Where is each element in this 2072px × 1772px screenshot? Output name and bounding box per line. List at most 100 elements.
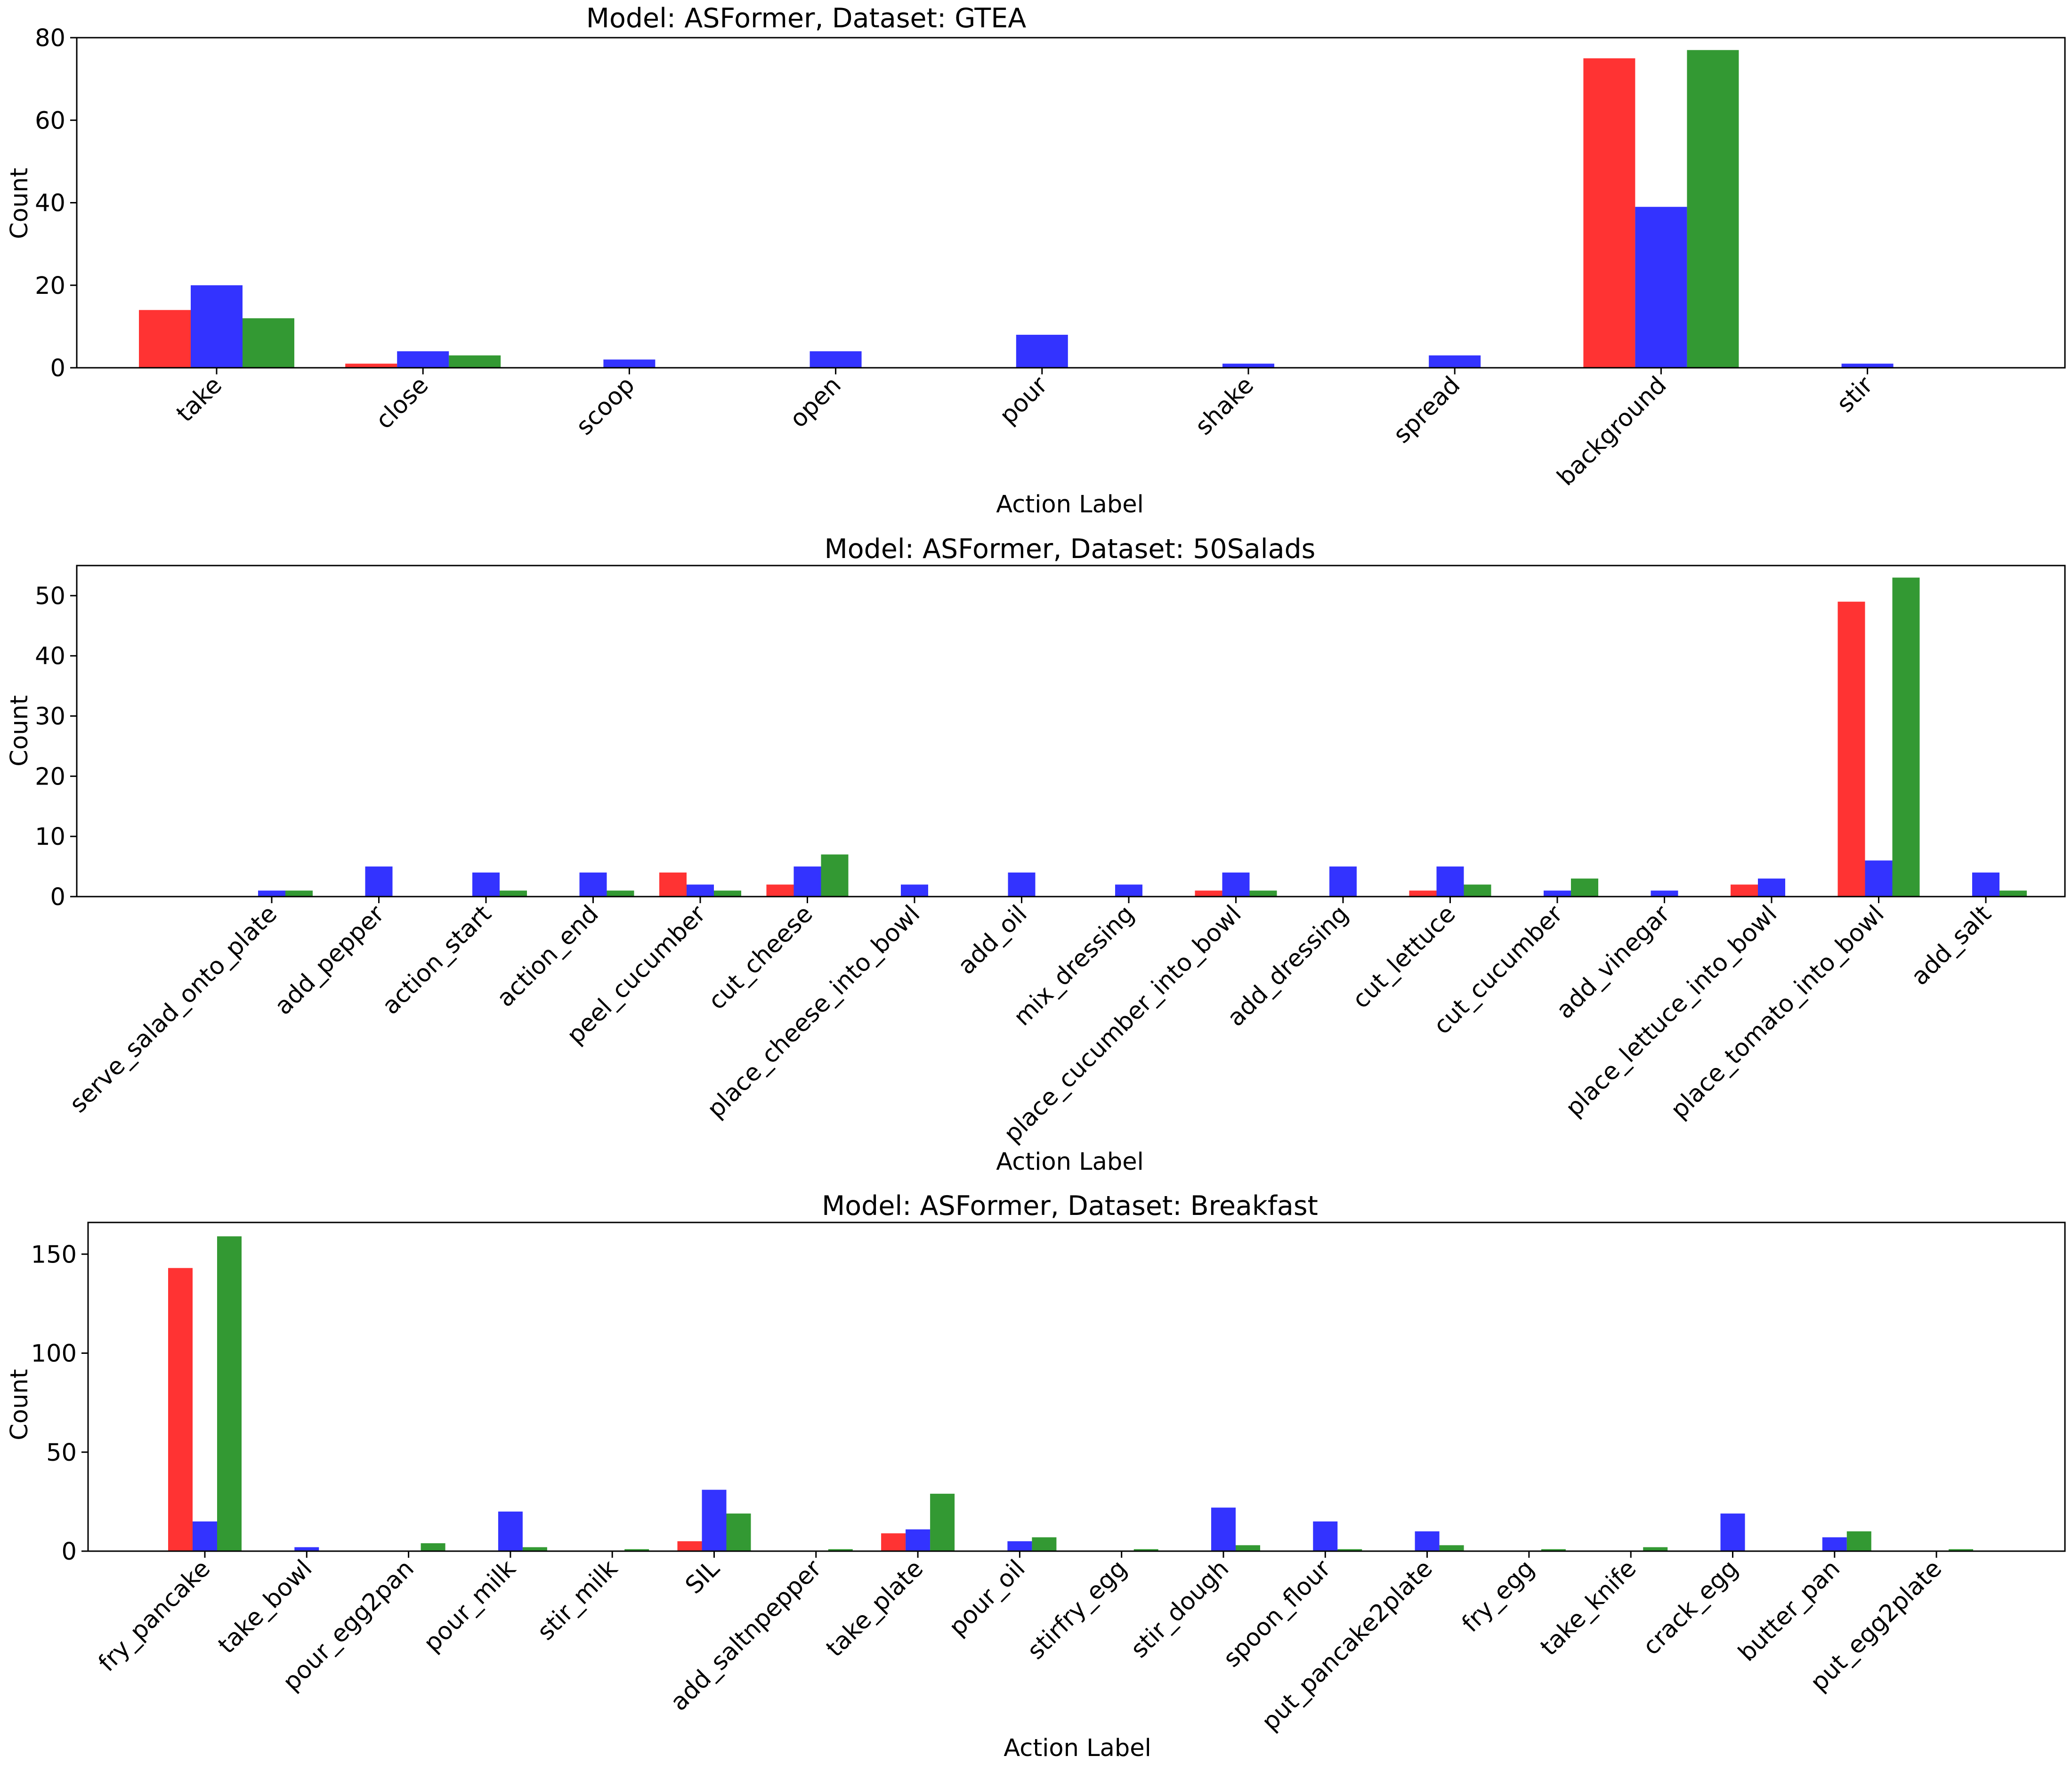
bar-green-close <box>449 355 501 368</box>
bar-green-spoon_flour <box>1337 1549 1362 1551</box>
bar-blue-add_oil <box>1008 872 1036 897</box>
y-tick-label: 0 <box>50 883 65 911</box>
y-tick-label: 150 <box>31 1241 77 1269</box>
bar-blue-stir_dough <box>1211 1507 1236 1551</box>
bar-green-put_egg2plate <box>1949 1549 1974 1551</box>
bar-red-peel_cucumber <box>659 872 687 897</box>
bar-green-pour_oil <box>1032 1537 1057 1551</box>
axes-frame <box>87 1222 2066 1552</box>
bar-blue-take_plate <box>906 1529 931 1551</box>
y-tick-label: 80 <box>35 24 65 52</box>
y-tick-label: 60 <box>35 107 65 135</box>
bar-green-stir_dough <box>1236 1545 1260 1551</box>
bar-red-place_tomato_into_bowl <box>1837 601 1865 897</box>
y-axis-label: Count <box>6 1369 33 1440</box>
y-tick-label: 20 <box>35 272 65 300</box>
bar-blue-serve_salad_onto_plate <box>258 890 285 897</box>
bar-blue-put_pancake2plate <box>1415 1531 1440 1551</box>
bar-blue-cut_cucumber <box>1544 890 1571 897</box>
bar-blue-add_pepper <box>365 866 393 897</box>
bar-red-place_cucumber_into_bowl <box>1195 890 1222 897</box>
bar-green-add_salt <box>1999 890 2027 897</box>
x-axis-label: Action Label <box>996 1148 1144 1176</box>
bar-green-pour_milk <box>522 1547 547 1551</box>
bar-blue-shake <box>1222 364 1274 368</box>
bar-blue-action_start <box>472 872 500 897</box>
bar-blue-place_cheese_into_bowl <box>901 884 928 897</box>
bar-green-peel_cucumber <box>714 890 741 897</box>
bar-blue-scoop <box>603 359 656 368</box>
bar-green-cut_lettuce <box>1464 884 1491 897</box>
bar-blue-pour_milk <box>498 1511 523 1551</box>
bar-green-SIL <box>726 1513 751 1551</box>
y-tick-label: 40 <box>35 643 65 671</box>
y-tick-label: 30 <box>35 703 65 731</box>
y-tick-label: 0 <box>50 355 65 382</box>
bar-green-cut_cucumber <box>1571 878 1598 897</box>
y-tick-label: 50 <box>35 583 65 610</box>
x-axis-label: Action Label <box>1004 1734 1151 1762</box>
axes-frame <box>76 565 2066 898</box>
bar-blue-mix_dressing <box>1115 884 1142 897</box>
bar-green-background <box>1687 50 1739 368</box>
bar-blue-place_tomato_into_bowl <box>1865 860 1893 897</box>
y-tick-label: 40 <box>35 190 65 218</box>
bar-green-take <box>243 318 294 368</box>
bar-red-take_plate <box>881 1533 906 1551</box>
bar-blue-butter_pan <box>1822 1537 1847 1551</box>
bar-blue-take_bowl <box>294 1547 319 1551</box>
bar-blue-pour <box>1016 334 1068 368</box>
bar-green-serve_salad_onto_plate <box>285 890 313 897</box>
bar-green-put_pancake2plate <box>1439 1545 1464 1551</box>
bar-red-take <box>139 310 191 368</box>
bar-blue-place_cucumber_into_bowl <box>1222 872 1250 897</box>
bar-green-add_saltnpepper <box>828 1549 853 1551</box>
bar-blue-add_vinegar <box>1651 890 1678 897</box>
bar-green-action_end <box>607 890 634 897</box>
bar-green-fry_pancake <box>217 1236 242 1551</box>
bar-blue-place_lettuce_into_bowl <box>1758 878 1785 897</box>
bar-blue-add_dressing <box>1329 866 1357 897</box>
bar-green-cut_cheese <box>821 854 849 897</box>
bar-blue-close <box>397 351 449 368</box>
bar-blue-open <box>809 351 862 368</box>
bar-blue-cut_lettuce <box>1436 866 1464 897</box>
bar-blue-spread <box>1429 355 1481 368</box>
bar-green-stirfry_egg <box>1133 1549 1158 1551</box>
bar-blue-spoon_flour <box>1313 1521 1338 1551</box>
bar-blue-pour_oil <box>1007 1541 1032 1551</box>
bar-blue-fry_pancake <box>193 1521 217 1551</box>
bar-blue-action_end <box>579 872 607 897</box>
bar-blue-SIL <box>702 1489 727 1551</box>
bar-blue-background <box>1635 207 1687 368</box>
bar-red-close <box>345 364 397 368</box>
bar-red-place_lettuce_into_bowl <box>1731 884 1758 897</box>
bar-red-fry_pancake <box>168 1268 193 1551</box>
bar-blue-cut_cheese <box>793 866 821 897</box>
bar-green-action_start <box>500 890 527 897</box>
bar-blue-take <box>191 285 243 368</box>
x-axis-label: Action Label <box>996 491 1144 518</box>
bar-blue-add_salt <box>1972 872 1999 897</box>
bar-green-place_tomato_into_bowl <box>1892 577 1920 897</box>
bar-blue-crack_egg <box>1720 1513 1745 1551</box>
bar-green-stir_milk <box>624 1549 649 1551</box>
bar-red-cut_lettuce <box>1409 890 1437 897</box>
bar-green-fry_egg <box>1541 1549 1566 1551</box>
bar-red-background <box>1583 58 1635 368</box>
bar-red-cut_cheese <box>766 884 794 897</box>
bar-green-take_knife <box>1643 1547 1668 1551</box>
chart-title: Model: ASFormer, Dataset: GTEA <box>586 3 1026 34</box>
bar-green-pour_egg2pan <box>421 1543 445 1551</box>
y-tick-label: 0 <box>62 1538 77 1566</box>
y-axis-label: Count <box>6 168 33 239</box>
bar-blue-peel_cucumber <box>687 884 714 897</box>
bar-blue-stir <box>1841 364 1894 368</box>
bar-red-SIL <box>677 1541 702 1551</box>
y-tick-label: 100 <box>31 1340 77 1368</box>
y-tick-label: 10 <box>35 823 65 851</box>
y-tick-label: 50 <box>46 1439 77 1467</box>
y-tick-label: 20 <box>35 763 65 791</box>
